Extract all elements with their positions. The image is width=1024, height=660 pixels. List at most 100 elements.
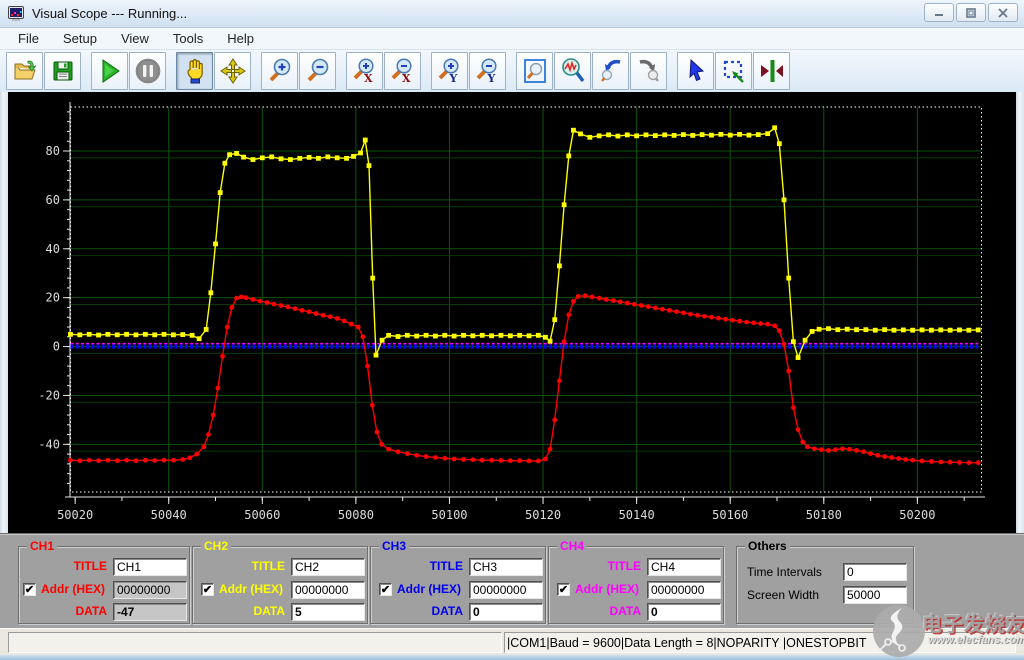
trace-markers-icon [759, 58, 785, 84]
ch1-addr-input[interactable] [113, 581, 187, 599]
ch2-addr-checkbox[interactable]: ✔ [201, 583, 214, 596]
status-bar: |COM1|Baud = 9600|Data Length = 8|NOPARI… [0, 628, 1024, 655]
trace-markers-button[interactable] [753, 52, 790, 90]
zoom-redo-icon [636, 58, 662, 84]
ch1-addr-checkbox[interactable]: ✔ [23, 583, 36, 596]
scope-display[interactable]: 806040200-20-405002050040500605008050100… [8, 92, 1016, 533]
zoom-out-button[interactable] [299, 52, 336, 90]
ch2-addr-input[interactable] [291, 581, 365, 599]
zoom-out-y-icon: Y [475, 58, 501, 84]
others-group: Others Time Intervals Screen Width [736, 546, 914, 624]
menu-help[interactable]: Help [215, 29, 266, 48]
open-file-button[interactable] [6, 52, 43, 90]
title-bar: Visual Scope --- Running... [0, 0, 1024, 28]
group-title-ch2: CH2 [201, 539, 231, 553]
menu-view[interactable]: View [109, 29, 161, 48]
move-view-button[interactable] [214, 52, 251, 90]
zoom-window-button[interactable] [516, 52, 553, 90]
zoom-out-x-icon: X [390, 58, 416, 84]
ch3-addr-input[interactable] [469, 581, 543, 599]
svg-text:50200: 50200 [899, 508, 935, 522]
ch4-addr-label: Addr (HEX) [575, 582, 639, 596]
menu-setup[interactable]: Setup [51, 29, 109, 48]
menu-file[interactable]: File [6, 29, 51, 48]
ch2-title-input[interactable] [291, 558, 365, 576]
channel-group-ch4: CH4 TITLE ✔ Addr (HEX) DATA [548, 546, 724, 624]
zoom-in-y-icon: Y [437, 58, 463, 84]
zoom-out-icon [305, 58, 331, 84]
zoom-in-x-button[interactable]: X [346, 52, 383, 90]
scope-plot[interactable]: 806040200-20-405002050040500605008050100… [8, 92, 1016, 533]
zoom-undo-icon [598, 58, 624, 84]
svg-text:X: X [402, 72, 411, 84]
svg-text:50120: 50120 [525, 508, 561, 522]
ch3-title-label: TITLE [430, 559, 463, 573]
close-button[interactable] [988, 3, 1018, 22]
zoom-fit-button[interactable] [554, 52, 591, 90]
ch3-addr-checkbox[interactable]: ✔ [379, 583, 392, 596]
ch4-title-label: TITLE [608, 559, 641, 573]
group-title-ch3: CH3 [379, 539, 409, 553]
zoom-in-y-button[interactable]: Y [431, 52, 468, 90]
select-region-button[interactable] [715, 52, 752, 90]
zoom-out-x-button[interactable]: X [384, 52, 421, 90]
svg-text:50080: 50080 [338, 508, 374, 522]
ch1-title-label: TITLE [74, 559, 107, 573]
svg-text:50060: 50060 [244, 508, 280, 522]
zoom-window-icon [522, 58, 548, 84]
svg-text:50020: 50020 [57, 508, 93, 522]
ch4-data-field [647, 603, 721, 621]
ch1-title-input[interactable] [113, 558, 187, 576]
svg-text:50180: 50180 [806, 508, 842, 522]
pause-button[interactable] [129, 52, 166, 90]
hand-icon [184, 58, 206, 84]
play-icon [98, 58, 122, 84]
save-file-button[interactable] [44, 52, 81, 90]
ch3-addr-label: Addr (HEX) [397, 582, 461, 596]
zoom-in-button[interactable] [261, 52, 298, 90]
ch4-data-label: DATA [609, 604, 641, 618]
zoom-in-x-icon: X [352, 58, 378, 84]
svg-text:-20: -20 [38, 388, 60, 402]
zoom-out-y-button[interactable]: Y [469, 52, 506, 90]
time-intervals-label: Time Intervals [747, 565, 822, 579]
zoom-redo-button[interactable] [630, 52, 667, 90]
pan-hand-button[interactable] [176, 52, 213, 90]
control-panel: CH1 TITLE ✔ Addr (HEX) DATA CH2 [0, 533, 1024, 628]
select-region-icon [721, 58, 747, 84]
menu-tools[interactable]: Tools [161, 29, 215, 48]
toolbar: X X Y [0, 50, 1024, 92]
ch1-data-field [113, 603, 187, 621]
svg-text:50160: 50160 [712, 508, 748, 522]
channel-group-ch3: CH3 TITLE ✔ Addr (HEX) DATA [370, 546, 546, 624]
ch3-title-input[interactable] [469, 558, 543, 576]
status-panel-connection: |COM1|Baud = 9600|Data Length = 8|NOPARI… [504, 632, 1016, 653]
ch4-title-input[interactable] [647, 558, 721, 576]
ch2-data-label: DATA [253, 604, 285, 618]
svg-text:50140: 50140 [619, 508, 655, 522]
ch4-addr-checkbox[interactable]: ✔ [557, 583, 570, 596]
maximize-button[interactable] [956, 3, 986, 22]
move-arrows-icon [220, 58, 246, 84]
time-intervals-input[interactable] [843, 563, 907, 581]
svg-text:20: 20 [46, 291, 60, 305]
cursor-arrow-icon [684, 58, 708, 84]
svg-text:0: 0 [53, 340, 60, 354]
ch2-addr-label: Addr (HEX) [219, 582, 283, 596]
app-icon [8, 6, 26, 22]
svg-text:60: 60 [46, 193, 60, 207]
svg-text:Y: Y [486, 72, 495, 84]
screen-width-input[interactable] [843, 586, 907, 604]
cursor-button[interactable] [677, 52, 714, 90]
screen-width-label: Screen Width [747, 588, 819, 602]
visual-scope-window: Visual Scope --- Running... File Setup V… [0, 0, 1024, 660]
zoom-undo-button[interactable] [592, 52, 629, 90]
window-border-bottom [0, 655, 1024, 660]
window-border-left [0, 92, 8, 533]
group-title-ch1: CH1 [27, 539, 57, 553]
minimize-button[interactable] [924, 3, 954, 22]
ch4-addr-input[interactable] [647, 581, 721, 599]
ch1-addr-label: Addr (HEX) [41, 582, 105, 596]
pause-icon [135, 58, 161, 84]
run-button[interactable] [91, 52, 128, 90]
